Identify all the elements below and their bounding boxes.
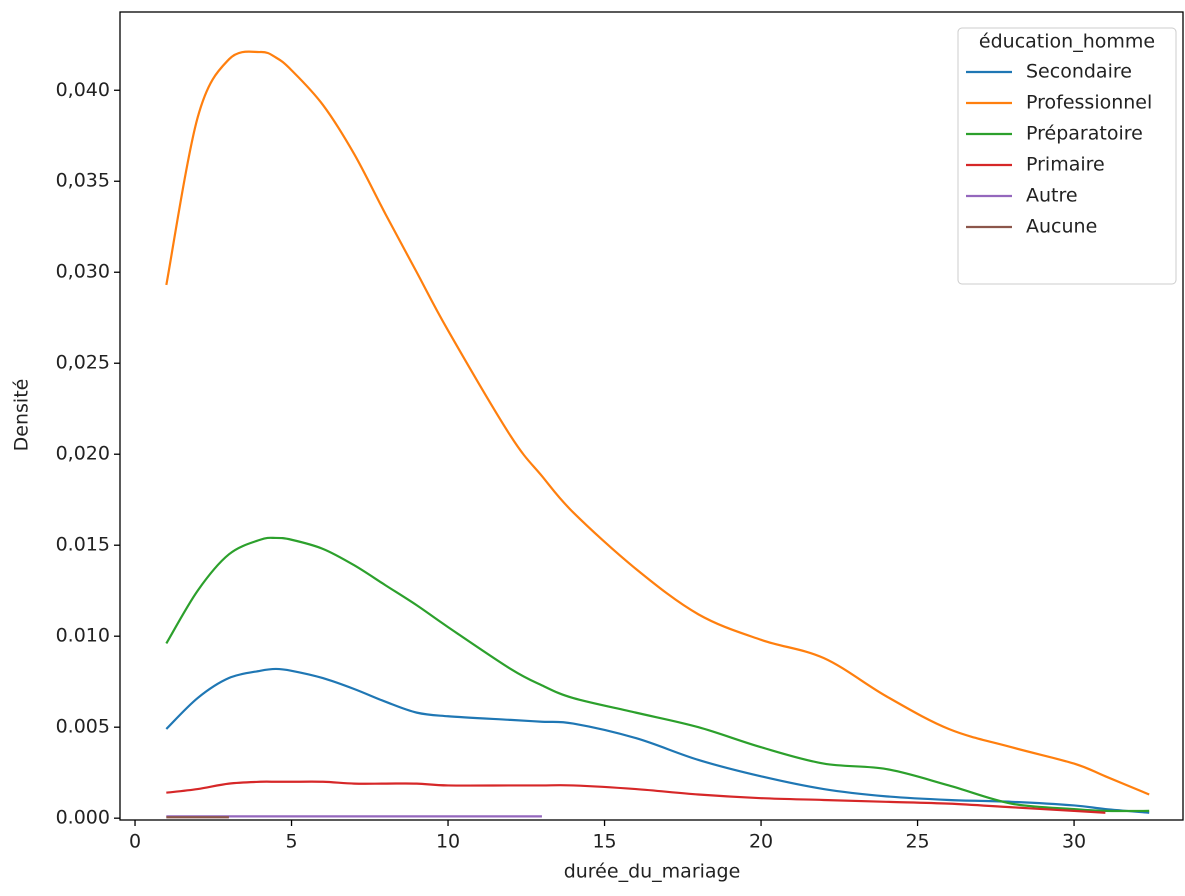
x-tick-label: 0: [129, 831, 141, 853]
legend-label: Aucune: [1026, 216, 1097, 238]
plot-frame: [119, 11, 1184, 821]
legend-label: Primaire: [1026, 154, 1105, 176]
y-tick-label: 0,030: [56, 261, 110, 283]
y-tick-label: 0,040: [56, 79, 110, 101]
y-tick-label: 0.010: [56, 625, 110, 647]
x-axis-label: durée_du_mariage: [564, 861, 741, 883]
x-tick-label: 15: [592, 831, 616, 853]
y-tick-label: 0,020: [56, 443, 110, 465]
legend: éducation_homme Secondaire Professionnel Pr…: [957, 27, 1177, 285]
y-axis-label: Densité: [11, 379, 33, 452]
legend-title: éducation_homme: [979, 31, 1155, 53]
line-series: [165, 50, 1150, 796]
x-tick-label: 5: [285, 831, 297, 853]
x-tick-label: 25: [905, 831, 929, 853]
line-series: [165, 667, 1150, 814]
x-tick-label: 30: [1062, 831, 1086, 853]
legend-label: Préparatoire: [1026, 123, 1143, 145]
legend-label: Autre: [1026, 185, 1078, 207]
x-tick-label: 10: [436, 831, 460, 853]
y-tick-label: 0.005: [56, 716, 110, 738]
line-series: [166, 780, 1106, 814]
y-tick-label: 0,025: [56, 352, 110, 374]
legend-label: Professionnel: [1026, 92, 1152, 114]
y-tick-label: 0,035: [56, 170, 110, 192]
line-series: [165, 536, 1150, 813]
x-tick-label: 20: [749, 831, 773, 853]
y-tick-label: 0.015: [56, 534, 110, 556]
legend-box: [957, 27, 1177, 285]
legend-label: Secondaire: [1026, 61, 1132, 83]
y-tick-label: 0.000: [56, 807, 110, 829]
